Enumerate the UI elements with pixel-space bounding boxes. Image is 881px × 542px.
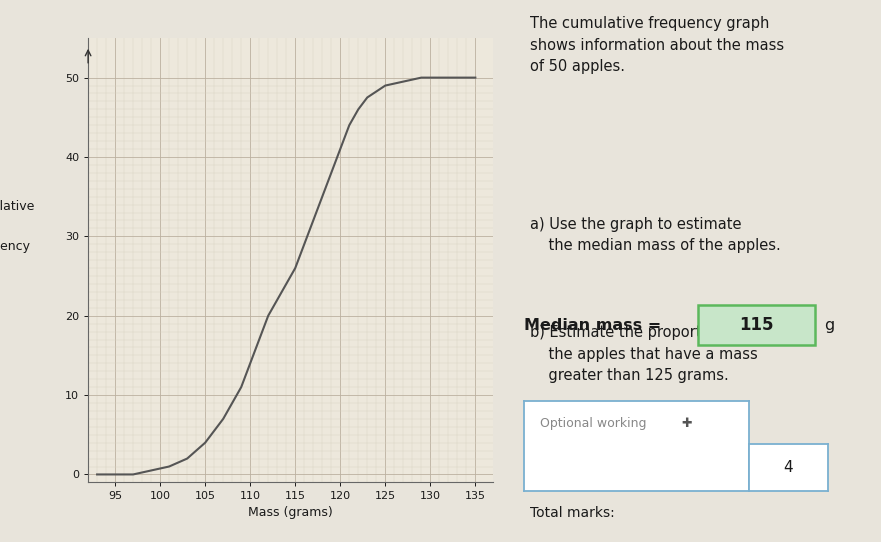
Text: g: g [824, 318, 834, 333]
Text: 115: 115 [740, 316, 774, 334]
X-axis label: Mass (grams): Mass (grams) [248, 506, 333, 519]
Text: Optional working: Optional working [540, 417, 647, 430]
FancyBboxPatch shape [699, 305, 816, 345]
Text: Cumulative: Cumulative [0, 201, 34, 214]
Text: a) Use the graph to estimate
    the median mass of the apples.: a) Use the graph to estimate the median … [530, 217, 781, 254]
Text: b) Estimate the proportion of
    the apples that have a mass
    greater than 1: b) Estimate the proportion of the apples… [530, 325, 758, 383]
Text: ✚: ✚ [682, 417, 692, 430]
Text: 4: 4 [784, 460, 793, 475]
Text: The cumulative frequency graph
shows information about the mass
of 50 apples.: The cumulative frequency graph shows inf… [530, 16, 784, 74]
Text: frequency: frequency [0, 240, 31, 253]
Text: Median mass =: Median mass = [524, 318, 667, 333]
Text: Total marks:: Total marks: [530, 506, 615, 520]
